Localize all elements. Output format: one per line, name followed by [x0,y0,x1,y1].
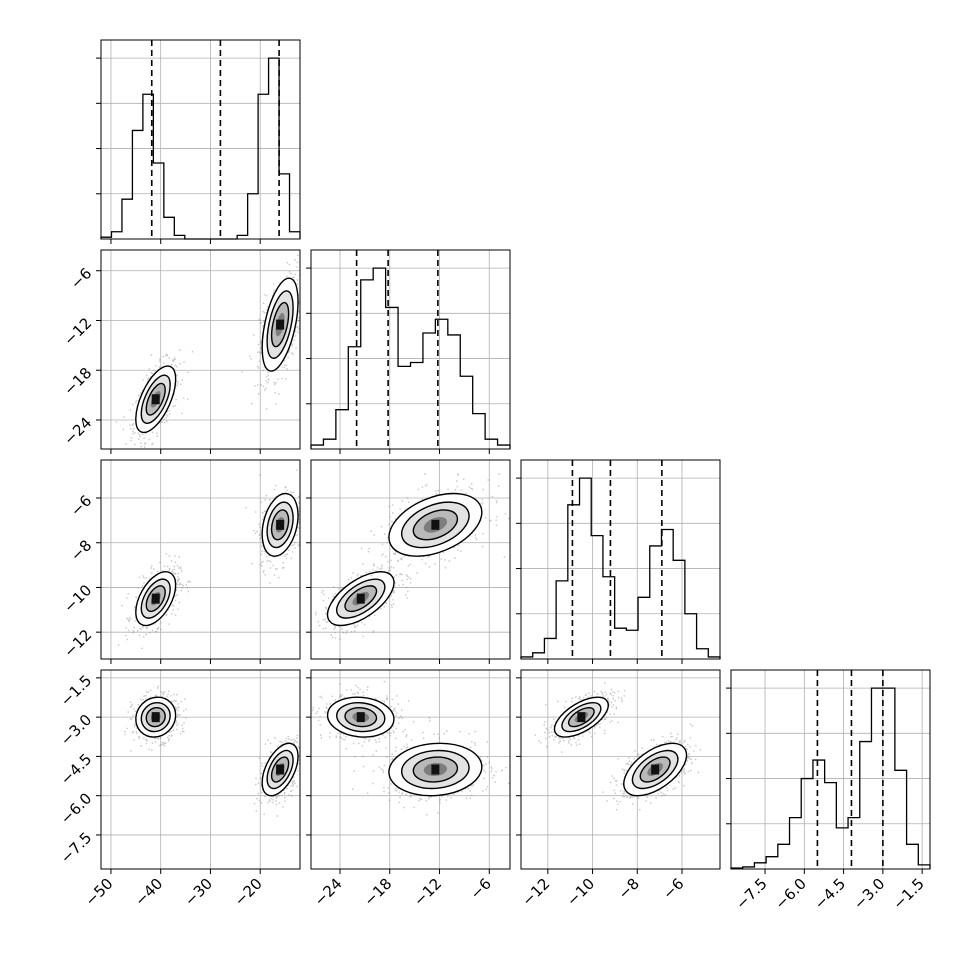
panel-frame [730,669,931,870]
histogram-p3 [730,687,931,869]
density-peak [356,712,365,723]
panel-content [521,670,720,869]
panel-frame [100,39,301,240]
sample-points [253,734,300,817]
panel-p2-p0: −12−10−8−6 [60,459,301,664]
density-peak [151,712,160,723]
density-peak [431,764,440,775]
density-peak [151,593,160,604]
panel-p2-p1 [306,459,511,664]
panel-p0-p0 [96,39,301,244]
panel-frame [310,459,511,660]
panel-content [101,250,300,449]
density-peak [276,519,285,530]
panel-frame [520,669,721,870]
panel-frame [100,459,301,660]
panel-p2-p2 [516,459,721,664]
panel-frame [100,249,301,450]
density-peak [577,712,586,723]
density-peak [356,593,365,604]
histogram-p2 [520,477,721,659]
density-peak [276,319,285,330]
panel-frame [520,459,721,660]
panel-content [311,670,510,869]
density-peak [651,764,660,775]
histogram-p1 [310,267,511,449]
panel-content [101,460,300,659]
panel-content [311,460,510,659]
panel-frame [310,669,511,870]
panel-frame [310,249,511,450]
density-peak [431,519,440,530]
density-peak [151,394,160,405]
panel-frame [100,669,301,870]
density-peak [276,764,285,775]
panel-p1-p1 [306,249,511,454]
panel-content [101,670,300,869]
